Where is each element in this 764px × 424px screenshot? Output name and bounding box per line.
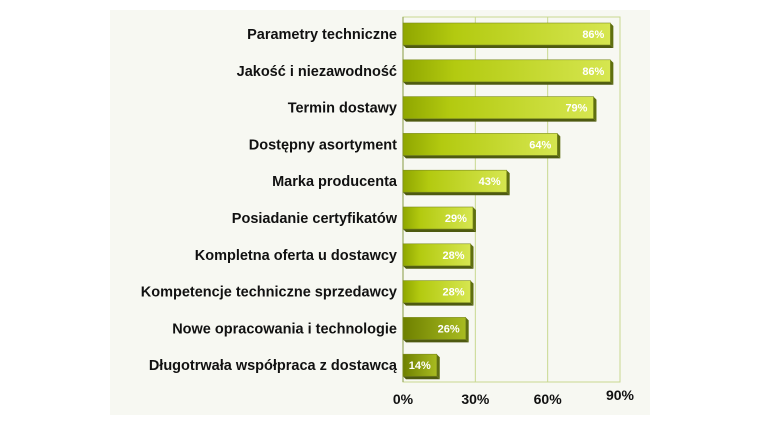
- bar-face: [402, 169, 507, 193]
- bar-side: [465, 317, 469, 343]
- bar-face: [402, 133, 558, 156]
- category-label: Parametry techniczne: [247, 27, 397, 43]
- bar: [402, 169, 510, 196]
- bar-face: [402, 280, 471, 303]
- bar: [402, 133, 561, 159]
- bar-face: [402, 59, 611, 83]
- bar-bottom: [403, 45, 614, 48]
- bar-value-label: 28%: [442, 287, 464, 299]
- bar-side: [557, 133, 561, 159]
- bar-side: [506, 170, 510, 196]
- category-label: Termin dostawy: [288, 101, 397, 117]
- category-label: Dostępny asortyment: [249, 137, 397, 153]
- bar: [402, 280, 474, 306]
- bar-face: [402, 206, 474, 230]
- bar-bottom: [403, 265, 474, 269]
- bar-bottom: [403, 192, 510, 196]
- bar-bottom: [403, 376, 440, 380]
- bar: [402, 243, 474, 269]
- bar-side: [610, 23, 614, 48]
- category-label: Marka producenta: [272, 174, 398, 190]
- category-label: Nowe opracowania i technologie: [172, 321, 397, 337]
- x-tick-label: 90%: [606, 387, 635, 403]
- category-label: Kompetencje techniczne sprzedawcy: [141, 285, 397, 301]
- bar: [402, 353, 440, 380]
- bar-value-label: 86%: [582, 29, 604, 41]
- x-tick-label: 60%: [534, 391, 563, 407]
- bar-bottom: [403, 229, 476, 232]
- bar-value-label: 43%: [479, 176, 501, 188]
- bar-side: [436, 354, 440, 380]
- bar-bottom: [403, 339, 469, 343]
- bar-face: [402, 243, 471, 267]
- category-label: Posiadanie certyfikatów: [232, 211, 398, 227]
- bar: [402, 317, 469, 343]
- category-label: Kompletna oferta u dostawcy: [195, 248, 397, 264]
- bar-side: [470, 243, 474, 269]
- bar-value-label: 28%: [442, 250, 464, 262]
- bar-value-label: 64%: [529, 139, 551, 151]
- bar-bottom: [403, 118, 597, 122]
- bar-bottom: [403, 81, 614, 85]
- bar-value-label: 86%: [582, 66, 604, 78]
- bar-face: [402, 22, 611, 46]
- bar: [402, 96, 597, 122]
- bar-side: [472, 207, 476, 232]
- bar-value-label: 14%: [409, 360, 431, 372]
- bar-bottom: [403, 155, 561, 159]
- bar-value-label: 79%: [565, 103, 587, 115]
- bar-face: [402, 353, 438, 377]
- bar: [402, 206, 476, 232]
- bar-value-label: 29%: [445, 213, 467, 225]
- category-label: Długotrwała współpraca z dostawcą: [149, 358, 398, 374]
- bar-face: [402, 317, 466, 340]
- x-tick-label: 0%: [393, 391, 414, 407]
- bar-side: [593, 96, 597, 122]
- bar-face: [402, 96, 594, 119]
- x-tick-label: 30%: [461, 391, 490, 407]
- bar-bottom: [403, 302, 474, 306]
- bar-side: [610, 59, 614, 85]
- bar-side: [470, 280, 474, 306]
- category-label: Jakość i niezawodność: [237, 64, 397, 80]
- bar-value-label: 26%: [438, 323, 460, 335]
- bar: [402, 22, 614, 48]
- bar: [402, 59, 614, 85]
